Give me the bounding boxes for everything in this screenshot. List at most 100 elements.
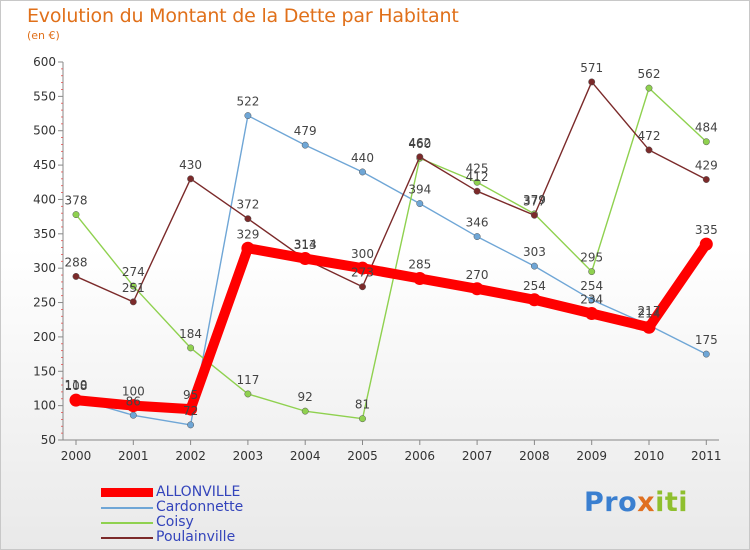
data-label-allonville: 300 [351, 247, 374, 261]
legend-swatch [101, 506, 153, 509]
data-label-coisy: 562 [638, 67, 661, 81]
data-point-allonville [69, 393, 83, 407]
data-point-allonville [126, 399, 140, 413]
data-point-allonville [298, 252, 312, 266]
logo-part-3: iti [655, 487, 688, 518]
logo-part-2: x [637, 487, 656, 518]
data-point-allonville [527, 293, 541, 307]
data-point-coisy [588, 268, 596, 276]
data-point-allonville [642, 320, 656, 334]
data-label-cardonnette: 86 [126, 394, 141, 408]
data-label-coisy: 117 [236, 373, 259, 387]
legend-swatch [101, 521, 153, 524]
y-tick-label: 350 [33, 227, 56, 241]
legend-swatch [101, 488, 153, 497]
data-label-cardonnette: 110 [65, 378, 88, 392]
y-tick-label: 250 [33, 296, 56, 310]
data-point-cardonnette [473, 233, 481, 241]
chart-unit-label: (en €) [27, 29, 60, 42]
data-point-coisy [129, 282, 137, 290]
data-label-allonville: 100 [122, 385, 145, 399]
data-label-coisy: 379 [523, 193, 546, 207]
data-point-poulainville [129, 298, 137, 306]
logo-part-1: Pro [584, 487, 638, 518]
legend-label: Cardonnette [156, 499, 244, 515]
data-point-coisy [359, 415, 366, 423]
data-label-poulainville: 273 [351, 266, 374, 280]
data-label-allonville: 234 [580, 293, 603, 307]
data-point-poulainville [530, 211, 538, 219]
data-point-cardonnette [129, 411, 137, 419]
data-label-allonville: 108 [65, 379, 88, 393]
data-label-poulainville: 412 [466, 170, 489, 184]
y-tick-label: 200 [33, 330, 56, 344]
data-point-poulainville [187, 175, 195, 183]
data-label-cardonnette: 303 [523, 245, 546, 259]
x-tick-label: 2003 [233, 449, 264, 463]
data-point-cardonnette [702, 350, 710, 358]
data-point-cardonnette [244, 112, 252, 120]
data-point-cardonnette [359, 168, 366, 176]
y-tick-label: 450 [33, 158, 56, 172]
data-label-poulainville: 472 [638, 129, 661, 143]
data-label-coisy: 378 [65, 194, 88, 208]
data-label-poulainville: 288 [65, 255, 88, 269]
data-point-cardonnette [588, 296, 596, 304]
y-tick-label: 600 [33, 55, 56, 69]
y-tick-label: 100 [33, 399, 56, 413]
data-label-poulainville: 377 [523, 194, 546, 208]
data-point-poulainville [702, 176, 710, 183]
data-point-cardonnette [301, 141, 309, 149]
data-label-poulainville: 251 [122, 281, 145, 295]
y-tick-label: 550 [33, 89, 56, 103]
data-point-allonville [184, 402, 198, 416]
data-label-coisy: 425 [466, 161, 489, 175]
data-label-cardonnette: 394 [408, 183, 431, 197]
x-tick-label: 2010 [634, 449, 665, 463]
data-label-cardonnette: 522 [236, 95, 259, 109]
x-tick-label: 2008 [519, 449, 550, 463]
series-line-cardonnette [75, 114, 707, 426]
data-label-cardonnette: 217 [638, 304, 661, 318]
x-tick-label: 2007 [462, 449, 493, 463]
data-point-poulainville [359, 283, 366, 291]
data-label-cardonnette: 440 [351, 151, 374, 165]
data-point-cardonnette [530, 262, 538, 270]
data-label-poulainville: 313 [294, 238, 317, 252]
data-label-allonville: 335 [695, 223, 718, 237]
data-label-allonville: 254 [523, 279, 546, 293]
legend-item-poulainville: Poulainville [101, 530, 243, 545]
data-label-cardonnette: 72 [183, 404, 198, 418]
data-label-poulainville: 430 [179, 158, 202, 172]
data-point-allonville [699, 237, 713, 251]
data-point-poulainville [244, 215, 252, 223]
data-point-coisy [244, 390, 252, 398]
x-tick-label: 2001 [118, 449, 149, 463]
legend-label: Coisy [156, 514, 194, 530]
data-point-allonville [413, 271, 427, 285]
legend-item-coisy: Coisy [101, 515, 243, 530]
data-point-allonville [356, 261, 369, 275]
data-point-poulainville [72, 272, 80, 280]
x-tick-label: 2006 [405, 449, 436, 463]
y-tick-label: 50 [41, 433, 56, 447]
data-point-poulainville [473, 187, 481, 195]
data-label-allonville: 329 [236, 227, 259, 241]
x-tick-label: 2000 [61, 449, 92, 463]
data-label-coisy: 184 [179, 327, 202, 341]
data-label-allonville: 214 [638, 306, 661, 320]
x-tick-label: 2011 [691, 449, 722, 463]
data-label-poulainville: 372 [236, 198, 259, 212]
legend-item-cardonnette: Cardonnette [101, 500, 243, 515]
data-point-poulainville [416, 153, 424, 161]
data-label-allonville: 95 [183, 388, 198, 402]
data-point-coisy [645, 84, 653, 92]
data-label-cardonnette: 254 [580, 279, 603, 293]
data-label-coisy: 460 [408, 137, 431, 151]
y-tick-label: 300 [33, 261, 56, 275]
data-label-allonville: 314 [294, 238, 317, 252]
data-point-allonville [470, 282, 484, 296]
x-tick-label: 2004 [290, 449, 321, 463]
proxiti-logo: Proxiti [584, 487, 688, 518]
data-label-coisy: 295 [580, 251, 603, 265]
